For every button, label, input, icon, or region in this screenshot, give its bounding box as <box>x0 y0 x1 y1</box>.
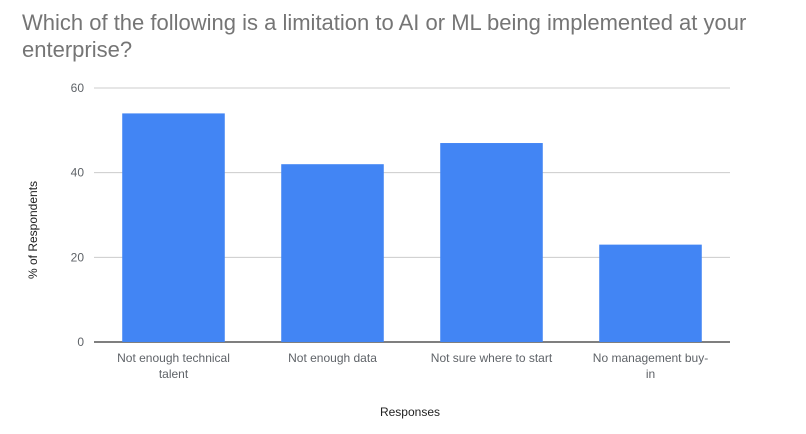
x-tick-label-line: talent <box>159 367 189 381</box>
x-tick-label-line: in <box>646 367 655 381</box>
x-tick-label-line: Not enough data <box>288 351 377 365</box>
x-tick-label: Not enough data <box>288 351 377 365</box>
x-tick-label-line: No management buy- <box>593 351 708 365</box>
y-axis-ticks: 0 20 40 60 <box>71 81 85 349</box>
x-axis-title: Responses <box>380 405 440 419</box>
y-tick-label: 20 <box>71 250 85 264</box>
chart-title: Which of the following is a limitation t… <box>22 10 747 62</box>
x-tick-label-line: Not enough technical <box>117 351 230 365</box>
bars <box>122 113 702 343</box>
x-tick-label-line: Not sure where to start <box>431 351 553 365</box>
x-axis-ticks: Not enough technical talent Not enough dat… <box>117 351 708 381</box>
bar <box>122 113 225 343</box>
x-tick-label: No management buy-in <box>593 351 708 381</box>
y-tick-label: 0 <box>77 335 84 349</box>
y-tick-label: 60 <box>71 81 85 95</box>
bar <box>281 164 384 342</box>
x-tick-label: Not enough technical talent <box>117 351 230 381</box>
bar <box>440 143 543 342</box>
y-axis-title: % of Respondents <box>26 181 40 279</box>
bar <box>599 244 702 342</box>
y-tick-label: 40 <box>71 166 85 180</box>
x-tick-label: Not sure where to start <box>431 351 553 365</box>
